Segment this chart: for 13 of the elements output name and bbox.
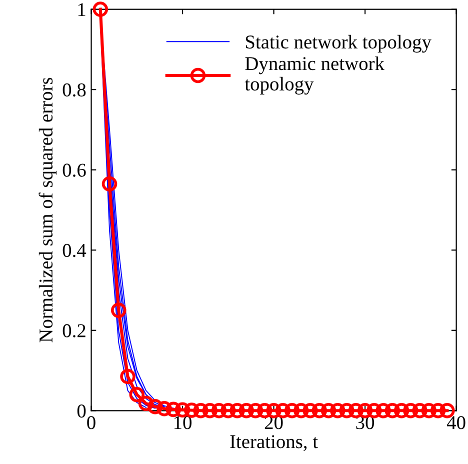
y-tick-label: 0.4 <box>62 244 86 258</box>
x-tick-label: 10 <box>174 416 192 430</box>
y-tick-label: 1 <box>78 3 86 16</box>
y-tick-label: 0.6 <box>62 164 86 177</box>
x-tick-label: 40 <box>446 416 466 430</box>
y-axis-title: Normalized sum of squared errors <box>38 78 57 342</box>
legend-label: Static network topology <box>246 34 432 53</box>
y-tick-label: 0 <box>77 404 86 418</box>
legend-label: Dynamic network topology <box>244 56 384 95</box>
y-tick-label: 0.8 <box>62 83 86 97</box>
y-tick-label: 0.2 <box>62 324 86 338</box>
x-tick-label: 0 <box>87 416 96 430</box>
x-axis-title: Iterations, t <box>230 435 318 452</box>
